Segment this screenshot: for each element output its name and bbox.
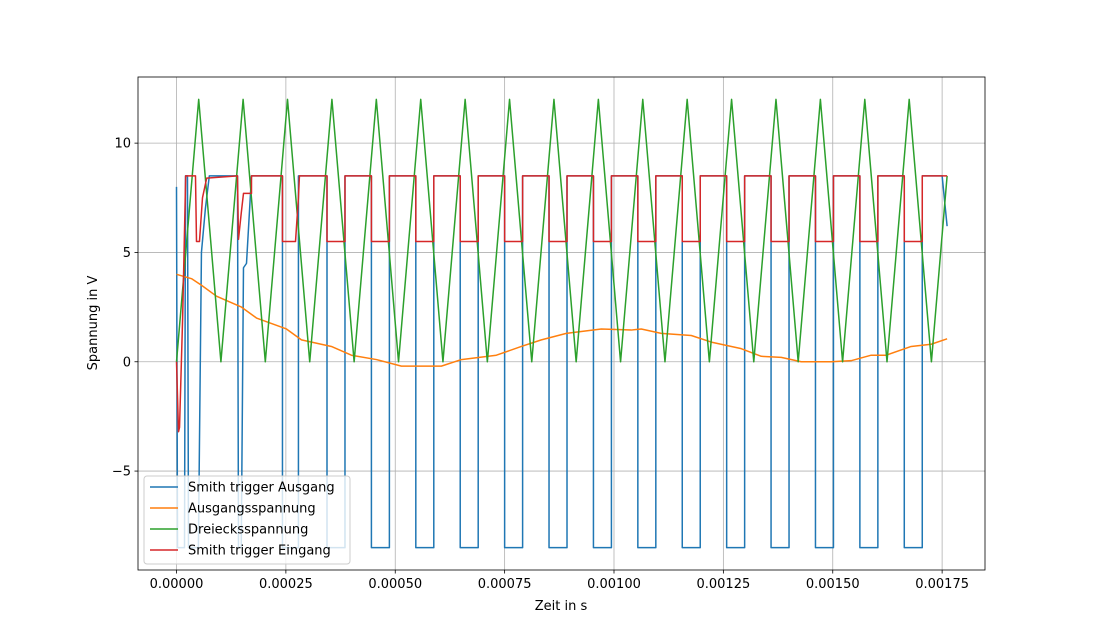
ticks: 0.00000 0.00025 0.00050 0.00075 0.00100 0.001…	[112, 137, 969, 592]
x-tick-label: 0.00175	[915, 577, 969, 592]
x-tick-label: 0.00150	[806, 577, 860, 592]
y-tick-label: 10	[114, 137, 131, 152]
legend-label: Smith trigger Ausgang	[188, 481, 335, 496]
y-axis-label: Spannung in V	[86, 276, 101, 371]
series-line	[176, 273, 948, 367]
series-line	[175, 175, 948, 433]
y-tick-label: −5	[112, 465, 131, 480]
legend-label: Smith trigger Eingang	[188, 544, 331, 559]
plot-frame	[137, 76, 986, 571]
x-tick-label: 0.00100	[587, 577, 641, 592]
legend: Smith trigger Ausgang Ausgangsspannung Dre…	[143, 475, 351, 565]
y-tick-label: 5	[123, 246, 131, 261]
y-tick-label: 0	[123, 355, 131, 370]
plot-lines	[175, 98, 948, 549]
legend-label: Ausgangsspannung	[188, 502, 316, 517]
legend-box	[143, 475, 351, 565]
x-tick-label: 0.00050	[368, 577, 422, 592]
x-tick-label: 0.00075	[478, 577, 532, 592]
series-line	[175, 98, 948, 363]
x-tick-label: 0.00025	[259, 577, 313, 592]
legend-label: Dreiecksspannung	[188, 523, 308, 538]
x-axis-label: Zeit in s	[535, 599, 588, 614]
x-tick-label: 0.00125	[696, 577, 750, 592]
x-tick-label: 0.00000	[150, 577, 204, 592]
